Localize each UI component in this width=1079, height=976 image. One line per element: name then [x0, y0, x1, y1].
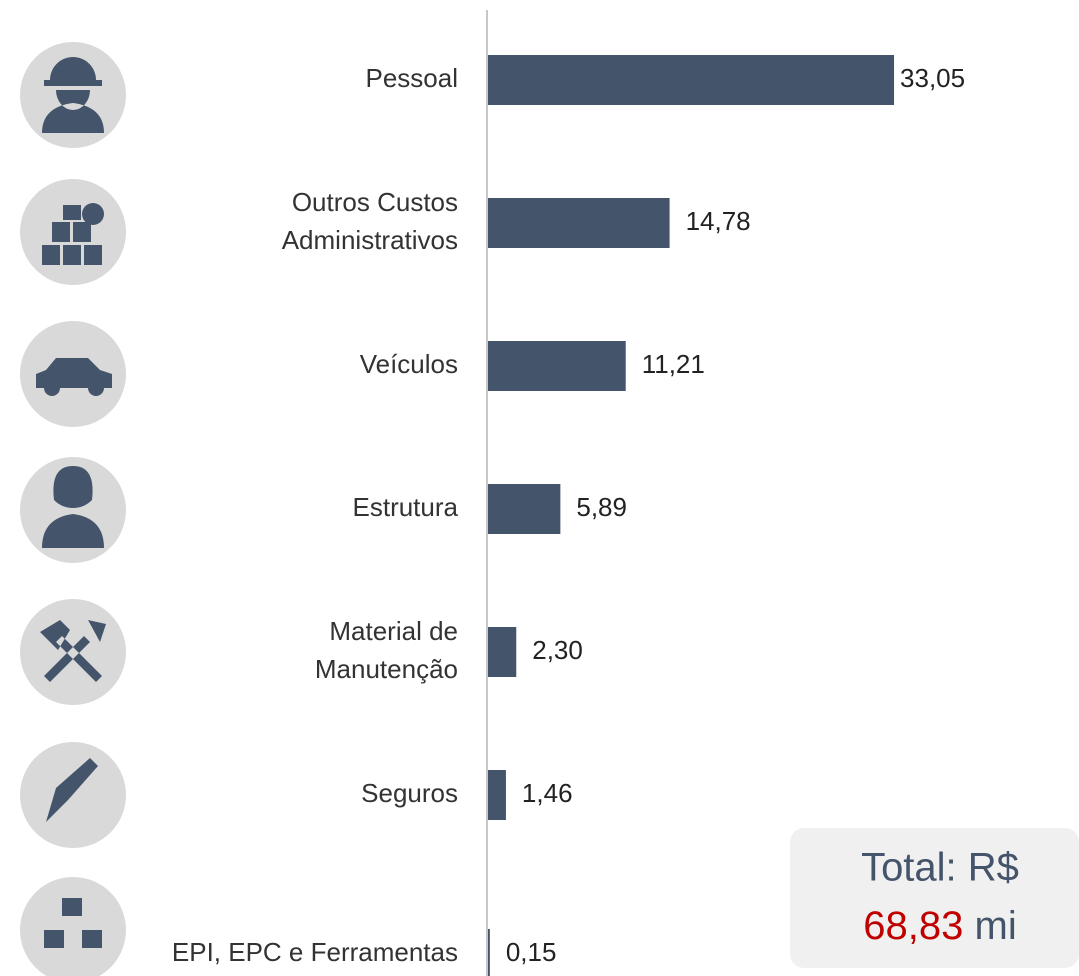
total-value: 68,83: [863, 904, 963, 948]
bar: [488, 341, 626, 391]
value-label: 5,89: [576, 492, 627, 522]
icon-car: [36, 358, 112, 388]
bar: [488, 55, 895, 105]
icon-tools: [40, 620, 106, 682]
bar: [488, 627, 517, 677]
category-label: Material de Manutenção: [315, 616, 458, 684]
category-label: Veículos: [360, 349, 458, 379]
icon-check: [82, 203, 104, 225]
category-label: Seguros: [361, 778, 458, 808]
category-label: Outros Custos Administrativos: [282, 187, 458, 255]
icon-boxes: [42, 205, 102, 265]
icons: [20, 42, 126, 976]
value-label: 2,30: [532, 635, 583, 665]
value-label: 33,05: [900, 63, 965, 93]
total-prefix: Total: R$: [861, 846, 1019, 890]
icon-pen: [46, 758, 98, 822]
icon-bg: [20, 599, 126, 705]
value-label: 0,15: [506, 937, 557, 967]
total-box: [790, 828, 1079, 968]
icon-bg: [20, 877, 126, 976]
icon-woman: [42, 466, 104, 548]
icon-bg: [20, 742, 126, 848]
icon-wheel: [44, 380, 60, 396]
value-label: 1,46: [522, 778, 573, 808]
icon-wheel: [88, 380, 104, 396]
bar: [488, 770, 506, 820]
category-label: EPI, EPC e Ferramentas: [172, 937, 458, 967]
icon-network: [44, 898, 102, 948]
total-line: 68,83 mi: [863, 904, 1016, 948]
bar: [488, 484, 561, 534]
icon-worker: [42, 57, 104, 133]
value-label: 14,78: [686, 206, 751, 236]
bar: [488, 929, 490, 976]
value-label: 11,21: [642, 349, 705, 379]
category-label: Pessoal: [366, 63, 459, 93]
total-unit: mi: [975, 904, 1017, 948]
bar: [488, 198, 670, 248]
category-label: Estrutura: [353, 492, 459, 522]
